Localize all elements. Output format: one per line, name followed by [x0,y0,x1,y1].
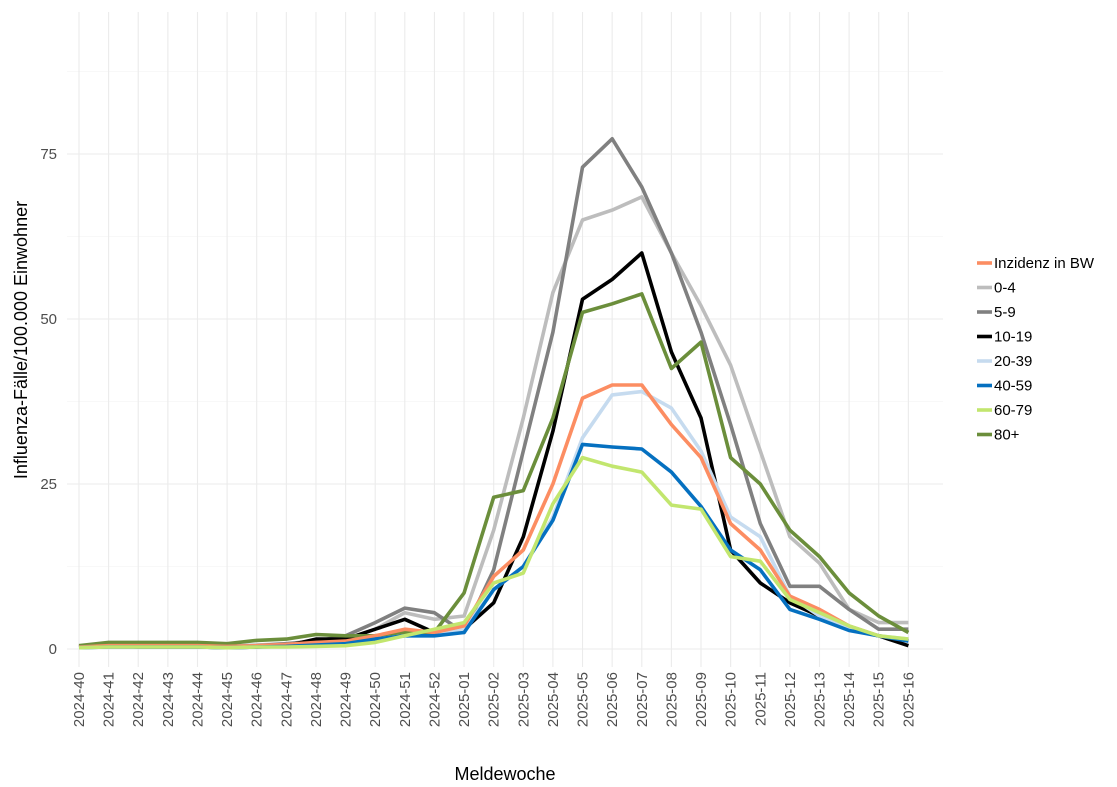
series-line-60-79 [78,455,909,650]
x-tick-label: 2024-43 [160,672,177,727]
series-line-80- [78,292,910,648]
x-axis-ticks: 2024-40 2024-41 2024-42 2024-43 2024-44 2024-… [71,672,917,727]
x-tick-label: 2025-10 [723,672,740,727]
x-tick-label: 2024-49 [338,672,355,727]
x-tick-label: 2025-04 [545,672,562,727]
x-tick-label: 2025-16 [900,672,917,727]
x-tick-label: 2025-05 [575,672,592,727]
x-tick-label: 2024-40 [71,672,88,727]
x-tick-label: 2025-07 [634,672,651,727]
x-tick-label: 2024-51 [397,672,414,727]
x-tick-label: 2024-52 [426,672,443,727]
x-tick-label: 2025-13 [812,672,829,727]
x-tick-label: 2024-44 [189,672,206,727]
legend-label-60-79: 60-79 [994,402,1032,419]
x-tick-label: 2024-48 [308,672,325,727]
legend-label-inzidenz-in-bw: Inzidenz in BW [994,255,1095,272]
y-tick-label: 50 [40,311,57,328]
x-tick-label: 2025-14 [841,672,858,727]
x-tick-label: 2025-01 [456,672,473,727]
x-tick-label: 2025-15 [871,672,888,727]
x-tick-label: 2024-41 [101,672,118,727]
y-tick-label: 25 [40,476,57,493]
series-lines [78,137,910,650]
x-tick-label: 2025-02 [486,672,503,727]
legend-label-0-4: 0-4 [994,280,1016,297]
legend-label-80-: 80+ [994,427,1020,444]
legend-label-40-59: 40-59 [994,378,1032,395]
legend: Inzidenz in BW 0-4 5-9 10-19 20-39 40-59 60-79… [977,255,1095,444]
x-tick-label: 2024-47 [278,672,295,727]
y-axis-title: Influenza-Fälle/100.000 Einwohner [11,201,31,479]
legend-label-5-9: 5-9 [994,304,1016,321]
x-tick-label: 2024-45 [219,672,236,727]
legend-label-20-39: 20-39 [994,353,1032,370]
grid-lines [67,12,943,667]
y-tick-label: 75 [40,146,57,163]
x-tick-label: 2024-42 [130,672,147,727]
x-tick-label: 2024-50 [367,672,384,727]
y-axis-ticks: 0 25 50 75 [40,146,57,658]
x-tick-label: 2025-06 [604,672,621,727]
x-tick-label: 2024-46 [249,672,266,727]
x-tick-label: 2025-12 [782,672,799,727]
y-tick-label: 0 [49,641,57,658]
x-tick-label: 2025-09 [693,672,710,727]
x-tick-label: 2025-11 [752,672,769,726]
legend-label-10-19: 10-19 [994,329,1032,346]
x-tick-label: 2025-08 [663,672,680,727]
x-tick-label: 2025-03 [515,672,532,727]
x-axis-title: Meldewoche [454,764,555,784]
